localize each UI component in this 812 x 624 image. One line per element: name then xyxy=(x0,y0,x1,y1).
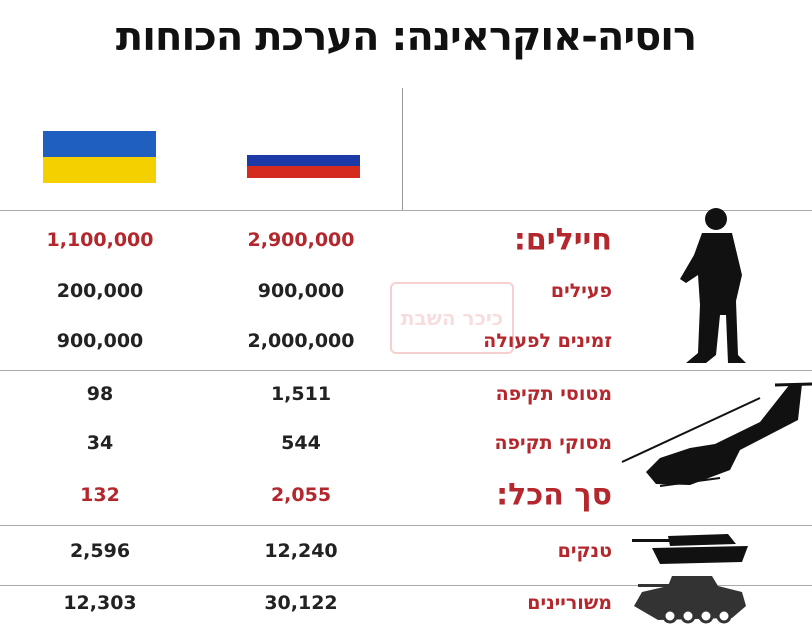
armored-vehicle-icon xyxy=(634,576,746,624)
russia-value: 12,240 xyxy=(264,540,338,562)
divider xyxy=(0,370,812,371)
ukraine-value: 12,303 xyxy=(63,592,137,614)
ukraine-value: 98 xyxy=(86,383,114,405)
russia-value: 30,122 xyxy=(264,592,338,614)
ukraine-flag xyxy=(43,131,156,183)
divider xyxy=(0,525,812,526)
russia-value: 2,900,000 xyxy=(247,229,355,251)
row-label: מסוקי תקיפה xyxy=(494,432,613,454)
column-divider xyxy=(402,88,403,210)
tank-icon xyxy=(632,534,748,564)
page-title: רוסיה-אוקראינה: הערכת הכוחות xyxy=(115,14,697,60)
ukraine-value: 2,596 xyxy=(69,540,131,562)
russia-value: 900,000 xyxy=(257,280,345,302)
divider xyxy=(0,585,812,586)
ukraine-value: 34 xyxy=(86,432,114,454)
ukraine-value: 132 xyxy=(80,484,120,506)
ukraine-value: 1,100,000 xyxy=(46,229,154,251)
row-label: פעילים xyxy=(550,280,612,302)
russia-value: 1,511 xyxy=(270,383,332,405)
russia-value: 2,000,000 xyxy=(247,330,355,352)
row-label: חיילים: xyxy=(513,222,612,258)
row-label: טנקים xyxy=(557,540,612,562)
ukraine-value: 200,000 xyxy=(56,280,144,302)
divider xyxy=(0,210,812,211)
ukraine-value: 900,000 xyxy=(56,330,144,352)
helicopter-icon xyxy=(621,382,812,487)
russia-flag xyxy=(247,143,360,178)
russia-value: 544 xyxy=(281,432,321,454)
row-label: זמינים לפעולה xyxy=(483,330,612,352)
row-label: משוריינים xyxy=(527,592,612,614)
russia-value: 2,055 xyxy=(270,484,332,506)
watermark: כיכר השבת xyxy=(390,282,514,354)
row-label: מטוסי תקיפה xyxy=(495,383,612,405)
soldier-icon xyxy=(680,208,746,363)
row-label: סך הכל: xyxy=(496,477,612,513)
